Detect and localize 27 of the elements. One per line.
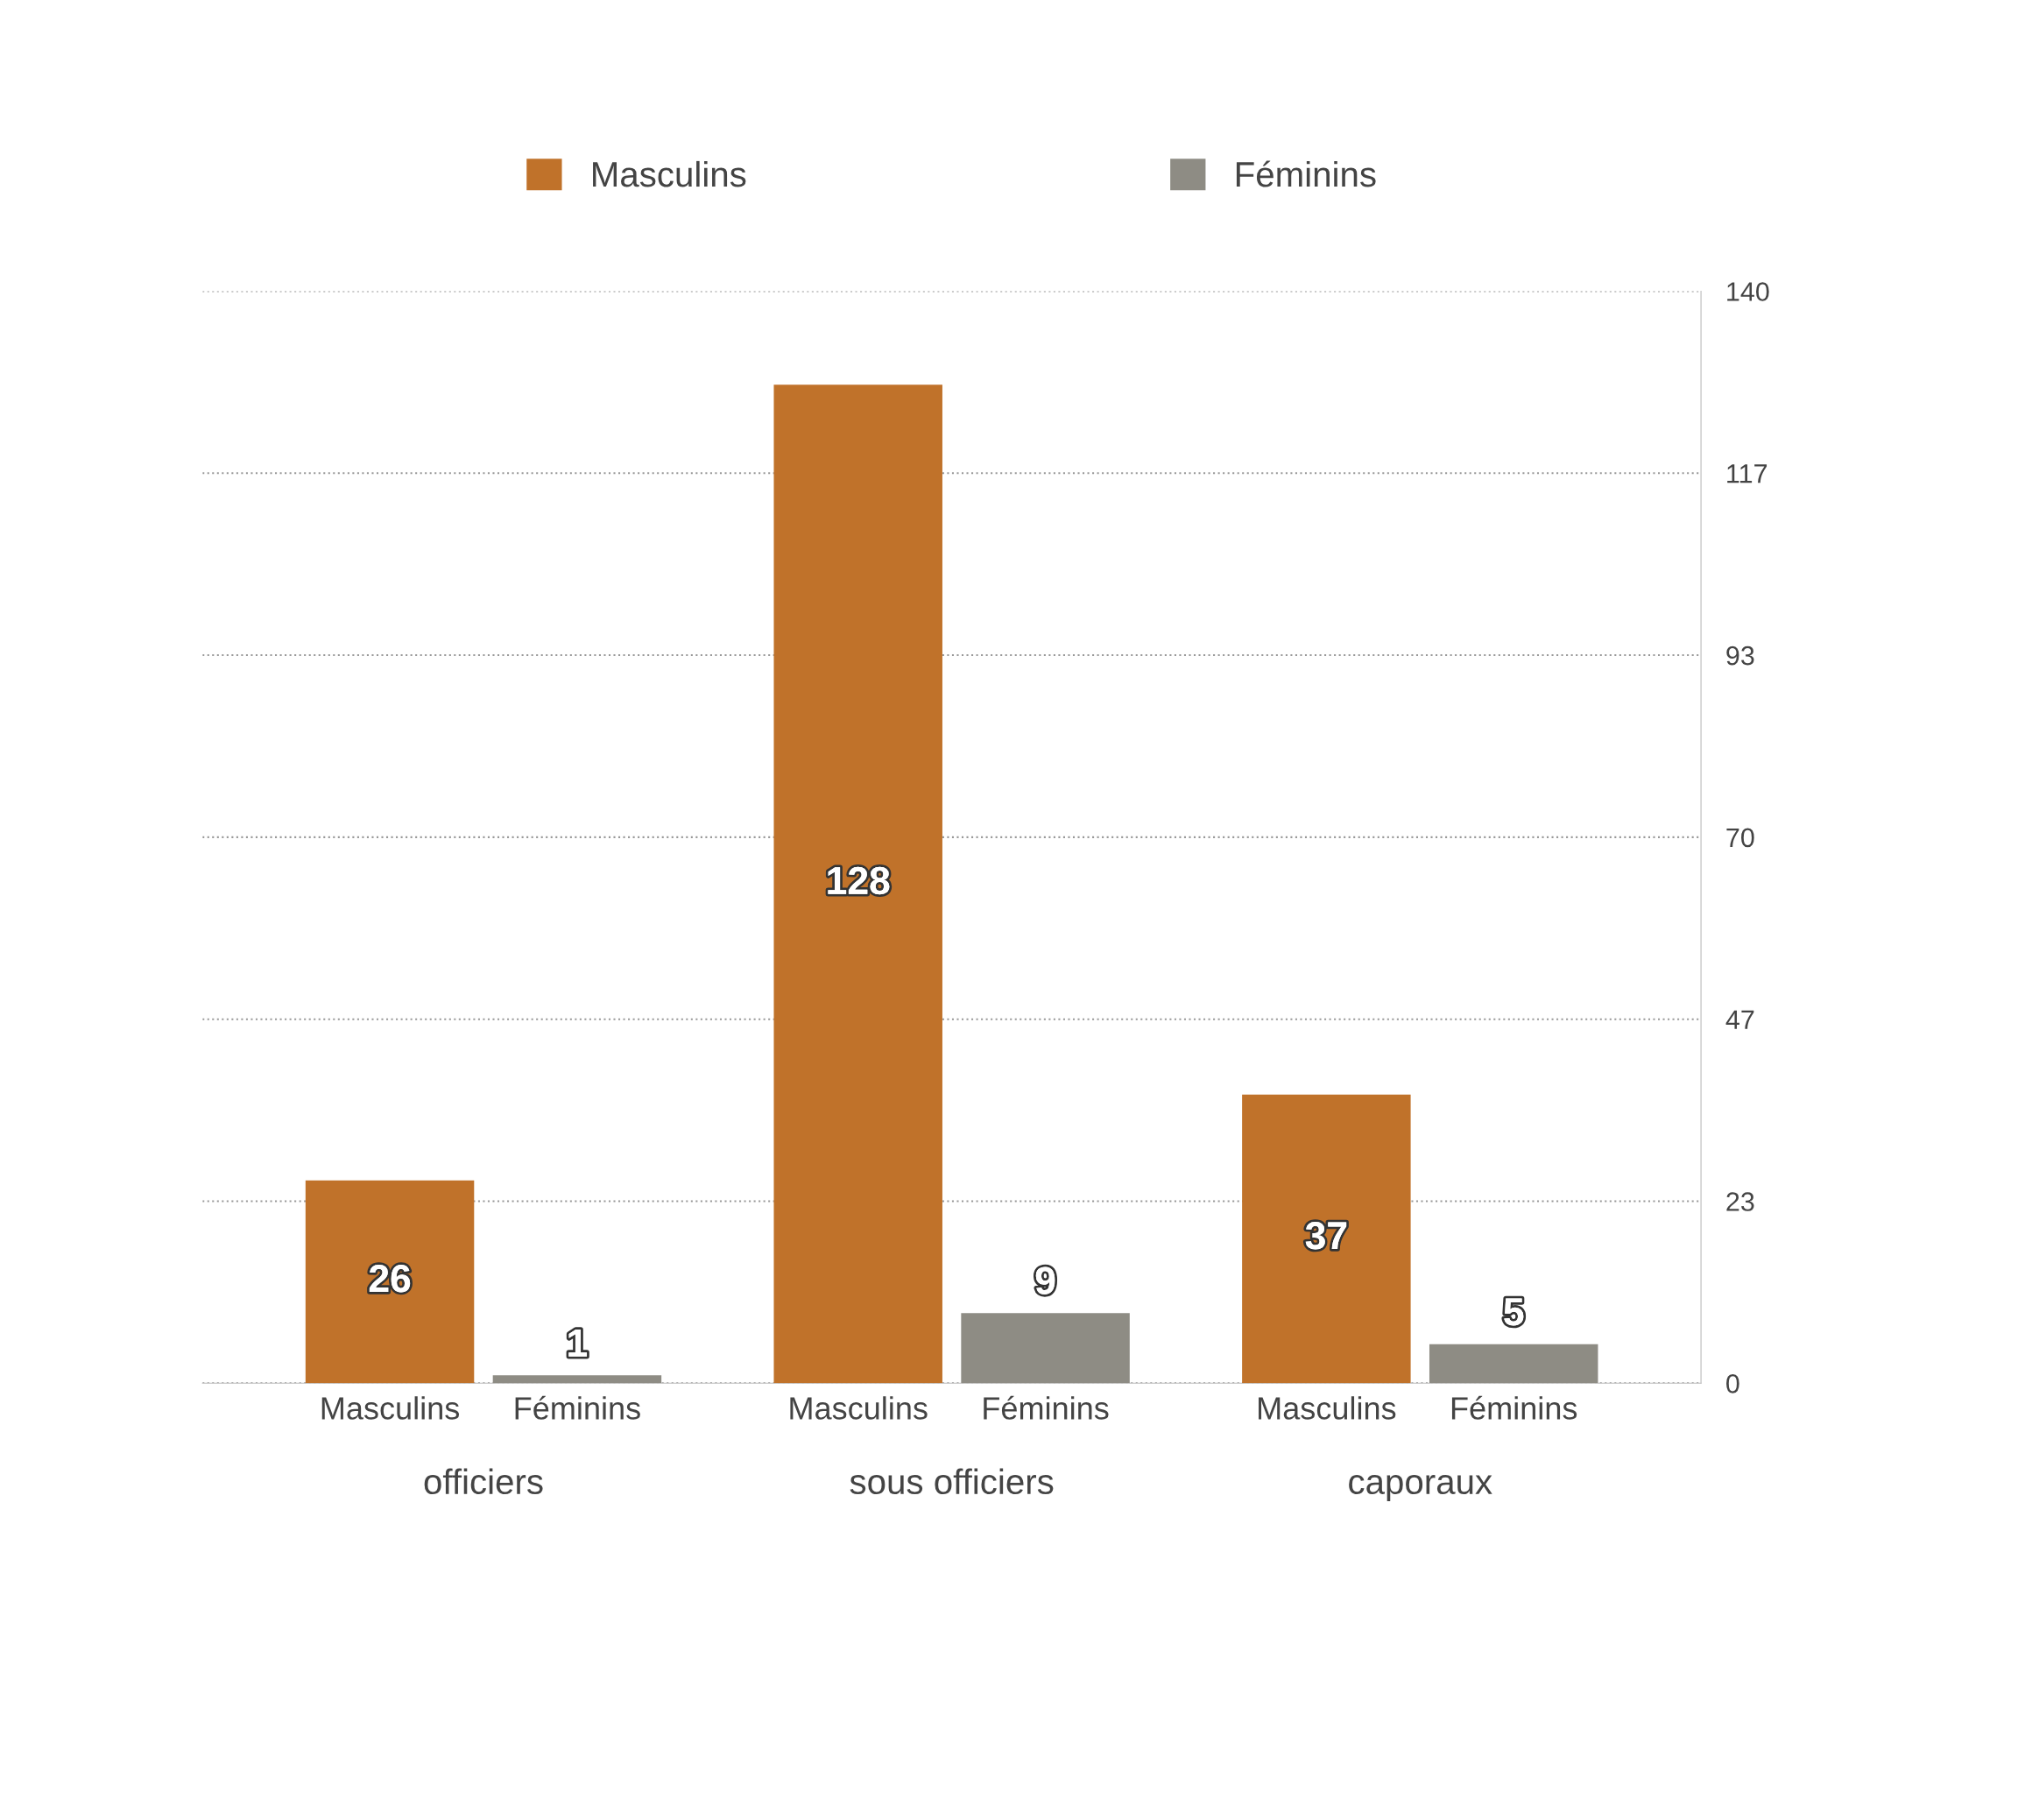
x-tick-label: officiers <box>424 1468 543 1495</box>
y-tick-label: 93 <box>1726 645 1754 666</box>
y-tick-label: 47 <box>1725 1010 1754 1029</box>
data-label: 128 <box>828 866 890 895</box>
y-tick-label: 23 <box>1726 1192 1754 1211</box>
legend-label: Féminins <box>1236 160 1376 187</box>
bar <box>773 384 942 1384</box>
data-label: 26 <box>369 1264 411 1293</box>
data-label: 37 <box>1305 1221 1347 1250</box>
bar <box>1429 1344 1598 1384</box>
legend-label: Masculins <box>593 160 746 187</box>
text: Féminins <box>515 1395 640 1420</box>
bar <box>492 1375 662 1384</box>
x-tick-label: sous officiers <box>850 1468 1054 1495</box>
y-tick-label: 117 <box>1727 464 1767 483</box>
y-tick-label: 70 <box>1726 828 1754 848</box>
bar <box>961 1313 1130 1384</box>
text: Masculins <box>1259 1396 1396 1420</box>
bar <box>1242 1094 1411 1384</box>
y-tick-label: 0 <box>1726 1374 1739 1393</box>
text: Masculins <box>321 1396 460 1420</box>
text: Féminins <box>1451 1395 1577 1420</box>
text: Féminins <box>984 1395 1109 1420</box>
text: Masculins <box>790 1396 928 1420</box>
y-tick-label: 140 <box>1727 282 1769 301</box>
bar <box>305 1180 475 1384</box>
x-tick-label: caporaux <box>1349 1475 1492 1502</box>
